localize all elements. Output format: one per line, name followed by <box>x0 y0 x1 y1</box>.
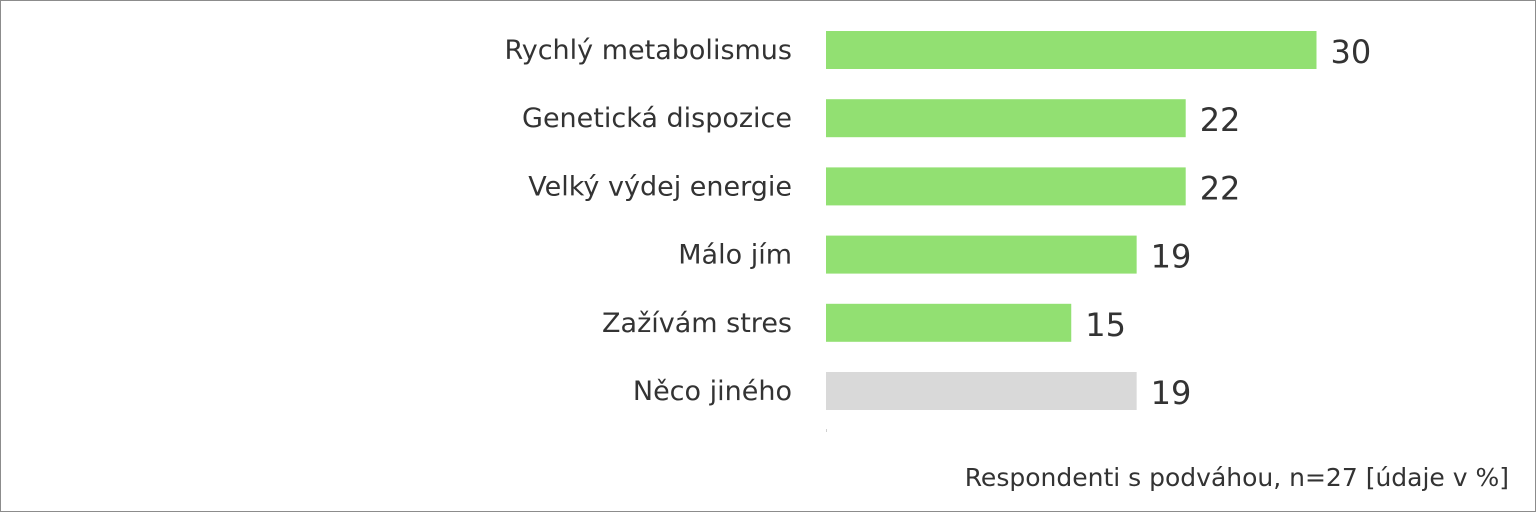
value-label-geneticka-dispozice: 22 <box>1200 101 1241 139</box>
bar-velky-vydej-energie <box>826 167 1186 206</box>
category-label-malo-jim: Málo jím <box>678 240 792 271</box>
bar-malo-jim <box>826 235 1137 274</box>
bar-rychly-metabolismus <box>826 31 1317 69</box>
bar-zazivam-stres <box>826 303 1072 342</box>
footnote: Respondenti s podváhou, n=27 [údaje v %] <box>964 463 1509 492</box>
value-label-neco-jineho: 19 <box>1151 374 1192 412</box>
category-label-neco-jineho: Něco jiného <box>633 376 792 407</box>
value-label-zazivam-stres: 15 <box>1085 306 1126 344</box>
value-label-malo-jim: 19 <box>1151 238 1192 276</box>
category-label-velky-vydej-energie: Velký výdej energie <box>528 171 792 202</box>
value-label-velky-vydej-energie: 22 <box>1200 169 1241 207</box>
bar-neco-jineho <box>826 372 1137 410</box>
category-label-geneticka-dispozice: Genetická dispozice <box>522 103 792 134</box>
bar-geneticka-dispozice <box>826 99 1186 138</box>
category-label-zazivam-stres: Zažívám stres <box>602 308 792 339</box>
value-label-rychly-metabolismus: 30 <box>1331 33 1372 71</box>
category-label-rychly-metabolismus: Rychlý metabolismus <box>504 35 792 66</box>
